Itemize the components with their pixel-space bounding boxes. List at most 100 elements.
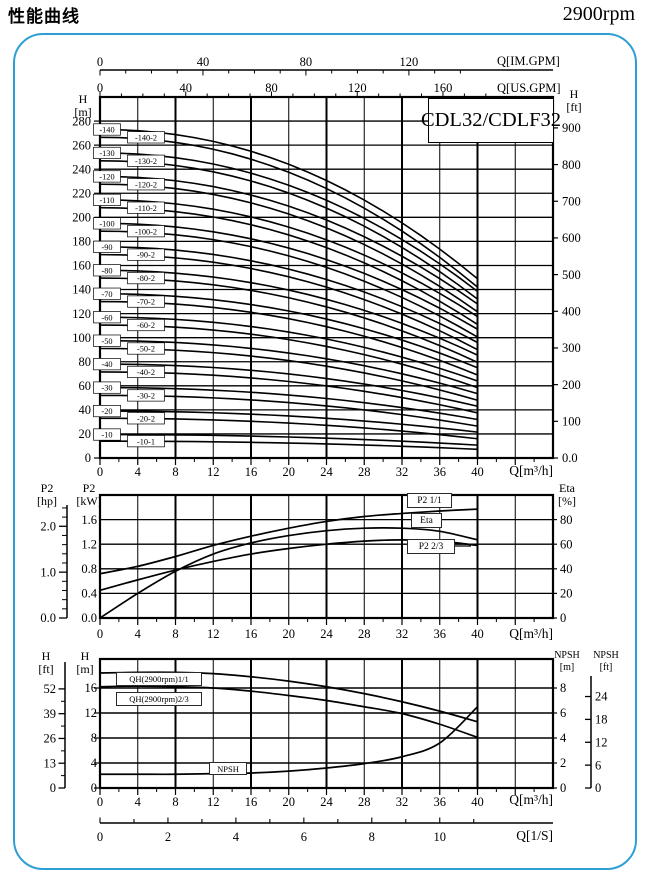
svg-text:1.2: 1.2 — [81, 537, 97, 551]
svg-text:0: 0 — [50, 781, 56, 795]
svg-text:-40-2: -40-2 — [137, 368, 155, 377]
svg-text:4: 4 — [135, 627, 142, 641]
legend-p2-23: P2 2/3 — [407, 539, 455, 554]
svg-text:8: 8 — [172, 465, 178, 479]
svg-text:52: 52 — [44, 682, 57, 696]
svg-text:-120-2: -120-2 — [135, 180, 157, 189]
legend-p2-full: P2 1/1 — [407, 493, 452, 508]
svg-text:140: 140 — [72, 283, 91, 297]
chart-frame-border — [13, 33, 637, 870]
svg-text:24: 24 — [595, 690, 608, 704]
svg-text:20: 20 — [283, 627, 296, 641]
svg-text:0: 0 — [560, 611, 566, 625]
svg-text:100: 100 — [562, 415, 581, 429]
svg-text:160: 160 — [434, 81, 453, 95]
svg-text:16: 16 — [245, 795, 258, 809]
svg-text:8: 8 — [91, 731, 97, 745]
svg-text:-90: -90 — [101, 243, 112, 252]
svg-text:40: 40 — [471, 465, 484, 479]
svg-text:200: 200 — [72, 211, 91, 225]
svg-text:20: 20 — [560, 587, 573, 601]
bottom-hft-axis-header: H [ft] — [38, 649, 54, 676]
svg-text:-50-2: -50-2 — [137, 345, 155, 354]
svg-text:12: 12 — [207, 465, 220, 479]
svg-text:0: 0 — [595, 781, 601, 795]
svg-text:-130: -130 — [99, 149, 114, 158]
svg-text:-120: -120 — [99, 173, 114, 182]
svg-text:12: 12 — [207, 627, 220, 641]
svg-text:2: 2 — [560, 756, 566, 770]
svg-text:10: 10 — [434, 830, 447, 844]
svg-text:32: 32 — [396, 627, 409, 641]
svg-text:12: 12 — [595, 735, 608, 749]
svg-text:0: 0 — [97, 55, 103, 69]
svg-text:120: 120 — [400, 55, 419, 69]
svg-text:-20-2: -20-2 — [137, 414, 155, 423]
svg-text:0: 0 — [91, 781, 97, 795]
svg-text:20: 20 — [283, 795, 296, 809]
svg-text:6: 6 — [301, 830, 307, 844]
svg-text:160: 160 — [72, 259, 91, 273]
svg-text:39: 39 — [44, 707, 57, 721]
svg-text:2: 2 — [165, 830, 171, 844]
svg-text:80: 80 — [560, 513, 573, 527]
legend-qh-23: QH(2900rpm)2/3 — [116, 692, 202, 706]
svg-text:2.0: 2.0 — [40, 519, 56, 533]
svg-text:300: 300 — [562, 341, 581, 355]
svg-text:4: 4 — [560, 731, 567, 745]
svg-text:0: 0 — [97, 795, 103, 809]
svg-text:40: 40 — [179, 81, 192, 95]
svg-text:80: 80 — [79, 355, 92, 369]
p2-kw-axis-header: P2 [kW] — [76, 481, 102, 508]
svg-text:20: 20 — [283, 465, 296, 479]
svg-text:60: 60 — [560, 537, 573, 551]
svg-text:12: 12 — [85, 706, 98, 720]
svg-text:-10: -10 — [101, 431, 112, 440]
model-label-box: CDL32/CDLF32 — [421, 98, 561, 143]
svg-text:1.6: 1.6 — [81, 513, 97, 527]
svg-text:0.4: 0.4 — [81, 587, 97, 601]
svg-text:100: 100 — [72, 331, 91, 345]
svg-text:12: 12 — [207, 795, 220, 809]
svg-text:36: 36 — [434, 795, 447, 809]
svg-text:-70-2: -70-2 — [137, 298, 155, 307]
svg-text:0: 0 — [97, 465, 103, 479]
svg-text:26: 26 — [44, 732, 57, 746]
q-m3h-label-main: Q[m³/h] — [509, 463, 553, 478]
svg-text:32: 32 — [396, 795, 409, 809]
svg-text:0.0: 0.0 — [81, 611, 97, 625]
svg-text:120: 120 — [72, 307, 91, 321]
svg-text:-20: -20 — [101, 407, 112, 416]
svg-text:20: 20 — [79, 427, 92, 441]
svg-text:-110-2: -110-2 — [135, 204, 157, 213]
legend-npsh: NPSH — [209, 762, 247, 775]
svg-text:180: 180 — [72, 235, 91, 249]
svg-text:700: 700 — [562, 194, 581, 208]
svg-text:40: 40 — [471, 795, 484, 809]
svg-text:28: 28 — [358, 465, 371, 479]
svg-text:0: 0 — [97, 627, 103, 641]
svg-text:600: 600 — [562, 231, 581, 245]
svg-text:-50: -50 — [101, 337, 112, 346]
svg-text:24: 24 — [320, 627, 333, 641]
svg-text:-80-2: -80-2 — [137, 274, 155, 283]
svg-text:0: 0 — [97, 830, 103, 844]
svg-text:18: 18 — [595, 713, 608, 727]
npsh-m-axis-header: NPSH [m] — [554, 650, 580, 673]
svg-text:0: 0 — [560, 781, 566, 795]
svg-text:16: 16 — [245, 465, 258, 479]
svg-text:80: 80 — [265, 81, 278, 95]
page-title: 性能曲线 — [8, 7, 80, 27]
q-im-gpm-label: Q[IM.GPM] — [497, 54, 560, 68]
q-us-gpm-label: Q[US.GPM] — [497, 81, 561, 95]
svg-text:36: 36 — [434, 627, 447, 641]
svg-text:-10-1: -10-1 — [137, 437, 155, 446]
svg-text:16: 16 — [85, 681, 98, 695]
svg-text:-30: -30 — [101, 384, 112, 393]
svg-text:-30-2: -30-2 — [137, 392, 155, 401]
svg-text:800: 800 — [562, 158, 581, 172]
svg-text:-140: -140 — [99, 126, 114, 135]
svg-text:80: 80 — [300, 55, 313, 69]
svg-text:-100: -100 — [99, 219, 114, 228]
svg-text:-100-2: -100-2 — [135, 227, 157, 236]
